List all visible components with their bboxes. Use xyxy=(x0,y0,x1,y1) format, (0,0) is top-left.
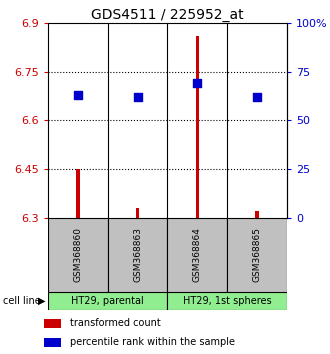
Bar xyxy=(227,218,287,292)
Text: transformed count: transformed count xyxy=(70,319,161,329)
Bar xyxy=(168,292,287,310)
Bar xyxy=(48,218,108,292)
Bar xyxy=(196,36,199,218)
Text: HT29, parental: HT29, parental xyxy=(71,296,144,306)
Text: GSM368863: GSM368863 xyxy=(133,227,142,282)
Text: cell line: cell line xyxy=(3,296,41,306)
Point xyxy=(135,94,140,100)
Text: GSM368860: GSM368860 xyxy=(73,227,82,282)
Bar xyxy=(76,169,80,218)
Bar xyxy=(255,211,259,218)
Title: GDS4511 / 225952_at: GDS4511 / 225952_at xyxy=(91,8,244,22)
Bar xyxy=(44,338,61,347)
Text: ▶: ▶ xyxy=(38,296,46,306)
Bar xyxy=(168,218,227,292)
Bar xyxy=(44,319,61,329)
Bar xyxy=(136,208,139,218)
Text: GSM368865: GSM368865 xyxy=(253,227,262,282)
Text: GSM368864: GSM368864 xyxy=(193,227,202,282)
Point xyxy=(75,92,81,98)
Text: HT29, 1st spheres: HT29, 1st spheres xyxy=(183,296,272,306)
Point xyxy=(254,94,260,100)
Text: percentile rank within the sample: percentile rank within the sample xyxy=(70,337,235,348)
Point xyxy=(195,81,200,86)
Bar xyxy=(48,292,168,310)
Bar xyxy=(108,218,167,292)
